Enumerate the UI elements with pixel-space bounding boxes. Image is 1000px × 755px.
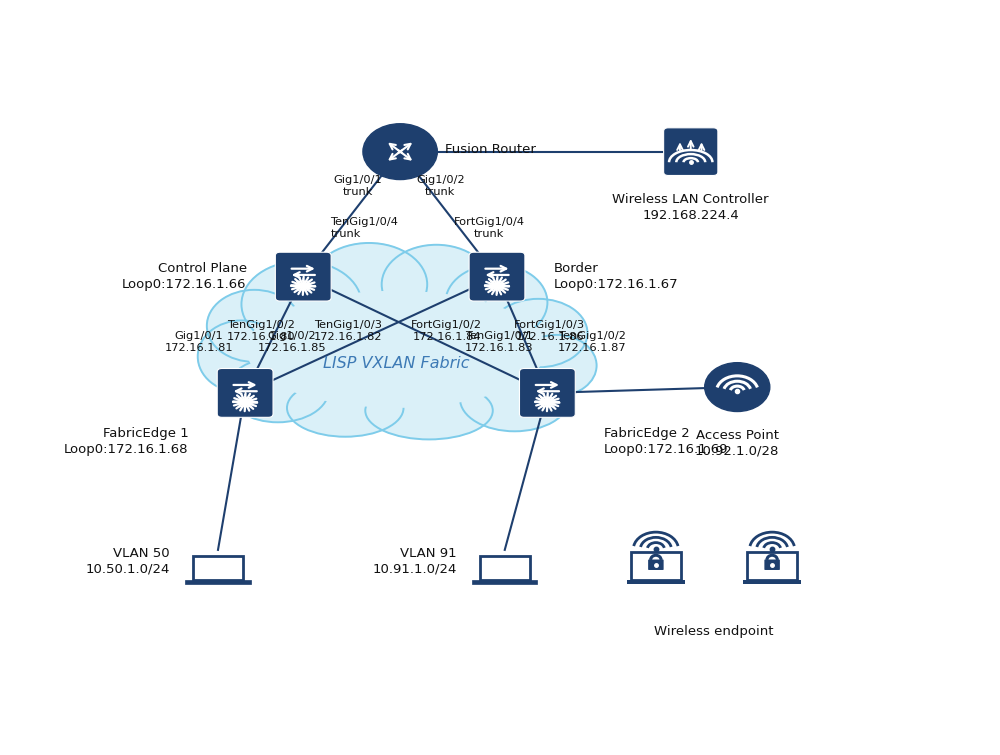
Circle shape (363, 124, 437, 180)
Text: TenGig1/0/3
172.16.1.82: TenGig1/0/3 172.16.1.82 (314, 320, 382, 342)
FancyBboxPatch shape (648, 559, 664, 570)
Text: FabricEdge 2
Loop0:172.16.1.69: FabricEdge 2 Loop0:172.16.1.69 (604, 427, 728, 455)
Text: Wireless endpoint: Wireless endpoint (654, 625, 774, 639)
Text: VLAN 50
10.50.1.0/24: VLAN 50 10.50.1.0/24 (86, 547, 170, 576)
Text: FortGig1/0/3
172.16.1.86: FortGig1/0/3 172.16.1.86 (514, 320, 585, 342)
Text: Gig1/0/2
172.16.1.85: Gig1/0/2 172.16.1.85 (257, 331, 326, 353)
FancyBboxPatch shape (480, 556, 530, 580)
Text: Control Plane
Loop0:172.16.1.66: Control Plane Loop0:172.16.1.66 (122, 262, 247, 291)
FancyBboxPatch shape (472, 580, 537, 584)
FancyBboxPatch shape (664, 128, 718, 175)
Text: FortGig1/0/4
trunk: FortGig1/0/4 trunk (454, 217, 525, 239)
Ellipse shape (460, 366, 569, 431)
FancyBboxPatch shape (764, 559, 780, 570)
Text: TenGig1/0/2
172.16.1.80: TenGig1/0/2 172.16.1.80 (226, 320, 295, 342)
Ellipse shape (489, 299, 587, 368)
Text: Gig1/0/2
trunk: Gig1/0/2 trunk (416, 175, 465, 197)
Ellipse shape (287, 379, 404, 436)
Ellipse shape (445, 264, 547, 341)
Text: Border
Loop0:172.16.1.67: Border Loop0:172.16.1.67 (554, 262, 678, 291)
Ellipse shape (365, 382, 493, 439)
Ellipse shape (207, 290, 302, 362)
Ellipse shape (382, 245, 491, 324)
FancyBboxPatch shape (519, 368, 575, 418)
Text: Gig1/0/1
172.16.1.81: Gig1/0/1 172.16.1.81 (164, 331, 233, 353)
Text: VLAN 91
10.91.1.0/24: VLAN 91 10.91.1.0/24 (372, 547, 457, 576)
FancyBboxPatch shape (743, 580, 801, 584)
Ellipse shape (311, 243, 427, 326)
Ellipse shape (516, 335, 597, 396)
FancyBboxPatch shape (275, 252, 331, 301)
Text: Fusion Router: Fusion Router (445, 143, 536, 156)
Circle shape (705, 362, 770, 411)
Text: FabricEdge 1
Loop0:172.16.1.68: FabricEdge 1 Loop0:172.16.1.68 (64, 427, 189, 455)
Ellipse shape (241, 261, 362, 347)
Text: Gig1/0/1
trunk: Gig1/0/1 trunk (333, 175, 382, 197)
FancyBboxPatch shape (185, 580, 251, 584)
Text: Access Point
10.92.1.0/28: Access Point 10.92.1.0/28 (695, 429, 779, 458)
Text: FortGig1/0/2
172.16.1.84: FortGig1/0/2 172.16.1.84 (411, 320, 482, 342)
FancyBboxPatch shape (217, 368, 273, 418)
Text: TenGig1/0/2
172.16.1.87: TenGig1/0/2 172.16.1.87 (558, 331, 627, 353)
Text: LISP VXLAN Fabric: LISP VXLAN Fabric (323, 356, 470, 371)
Ellipse shape (227, 357, 329, 422)
Ellipse shape (246, 291, 547, 408)
FancyBboxPatch shape (747, 552, 797, 580)
Ellipse shape (198, 320, 285, 393)
FancyBboxPatch shape (631, 552, 681, 580)
Text: TenGig1/0/1
172.16.1.83: TenGig1/0/1 172.16.1.83 (465, 331, 534, 353)
Text: TenGig1/0/4
trunk: TenGig1/0/4 trunk (330, 217, 398, 239)
Ellipse shape (241, 286, 551, 412)
FancyBboxPatch shape (627, 580, 685, 584)
FancyBboxPatch shape (469, 252, 525, 301)
Text: Wireless LAN Controller
192.168.224.4: Wireless LAN Controller 192.168.224.4 (612, 193, 769, 223)
FancyBboxPatch shape (193, 556, 243, 580)
